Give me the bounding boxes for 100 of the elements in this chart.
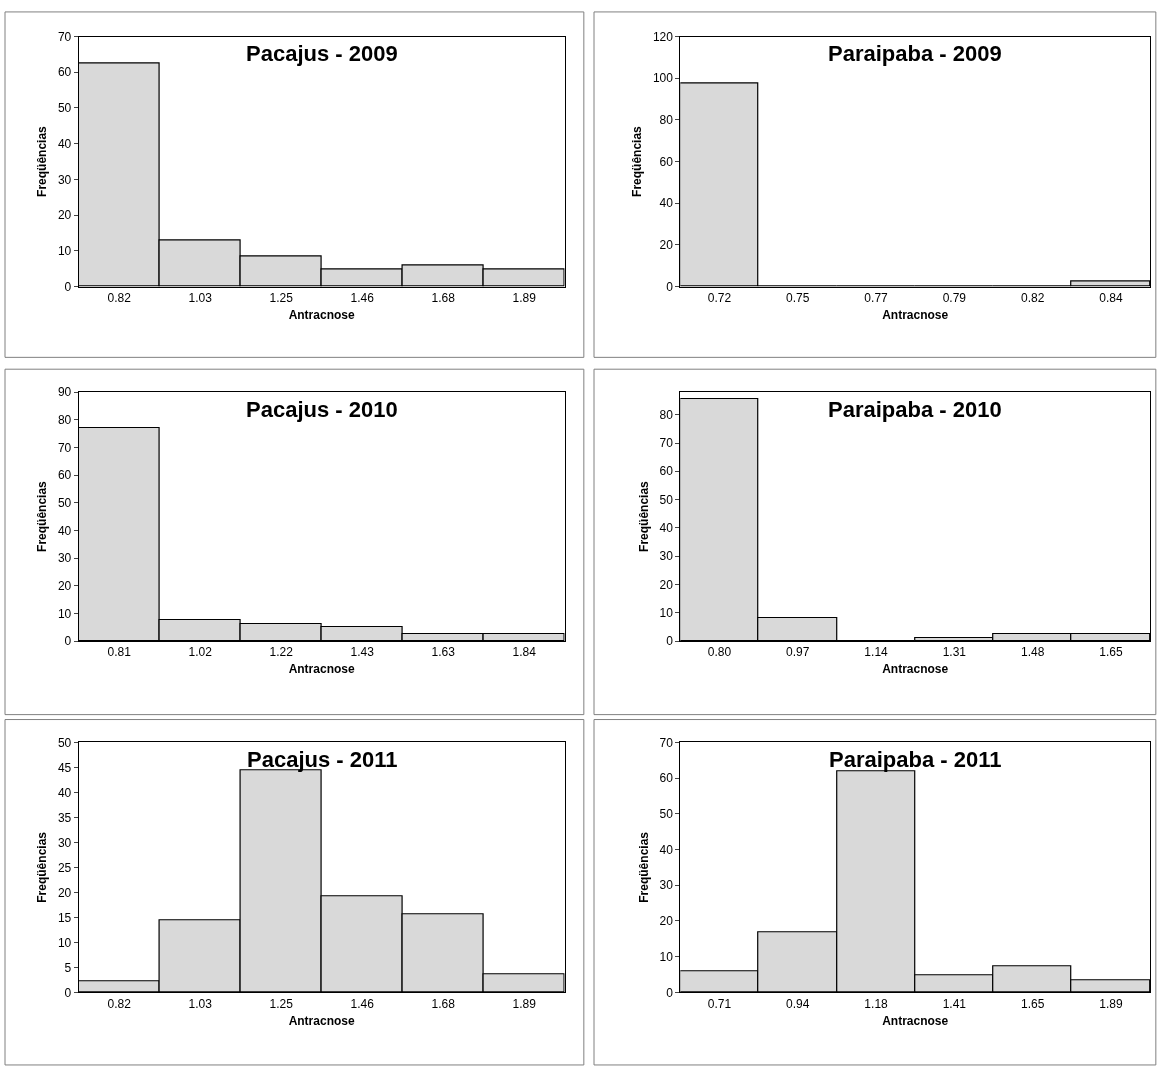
- y-tick-label: 60: [659, 464, 674, 479]
- y-axis-title: Freqüências: [35, 480, 50, 552]
- y-tick-label: 50: [57, 101, 72, 116]
- y-tick-label: 30: [659, 549, 674, 564]
- x-tick-label: 1.89: [512, 290, 537, 305]
- y-tick-label: 30: [57, 551, 72, 566]
- x-tick-label: 0.82: [107, 290, 132, 305]
- y-tick-label: 20: [659, 914, 674, 929]
- y-tick-label: 40: [659, 196, 674, 211]
- y-tick-label: 0: [64, 985, 72, 1000]
- chart-title: Pacajus - 2009: [246, 41, 398, 66]
- y-tick-label: 10: [57, 244, 72, 259]
- x-tick-label: 1.65: [1099, 645, 1123, 660]
- y-tick-label: 90: [57, 385, 72, 400]
- y-tick-label: 50: [659, 492, 674, 507]
- x-tick-label: 1.48: [1020, 645, 1045, 660]
- y-tick-label: 30: [57, 835, 72, 850]
- y-tick-label: 0: [64, 279, 72, 294]
- x-tick-label: 1.41: [942, 996, 967, 1011]
- x-tick-label: 1.63: [431, 645, 456, 660]
- y-tick-label: 80: [659, 407, 674, 422]
- x-tick-label: 1.02: [188, 645, 213, 660]
- x-tick-label: 1.89: [1099, 996, 1123, 1011]
- y-tick-label: 60: [659, 771, 674, 786]
- y-axis-title: Freqüências: [636, 480, 651, 552]
- x-tick-label: 1.14: [864, 645, 889, 660]
- y-axis-title: Freqüências: [636, 831, 651, 903]
- y-tick-label: 0: [64, 634, 72, 649]
- x-tick-label: 1.31: [942, 645, 967, 660]
- x-tick-label: 0.80: [707, 645, 732, 660]
- y-tick-label: 20: [659, 577, 674, 592]
- y-tick-label: 60: [57, 468, 72, 483]
- x-axis-title: Antracnose: [882, 307, 949, 322]
- y-tick-label: 5: [64, 960, 72, 975]
- y-tick-label: 40: [659, 842, 674, 857]
- y-tick-label: 0: [666, 279, 674, 294]
- y-tick-label: 120: [652, 29, 674, 44]
- y-tick-label: 35: [57, 810, 72, 825]
- x-tick-label: 0.75: [786, 290, 810, 305]
- y-tick-label: 50: [659, 806, 674, 821]
- y-tick-label: 30: [659, 878, 674, 893]
- y-tick-label: 10: [57, 935, 72, 950]
- y-tick-label: 60: [57, 65, 72, 80]
- y-tick-label: 10: [57, 606, 72, 621]
- y-tick-label: 0: [666, 985, 674, 1000]
- y-tick-label: 20: [57, 885, 72, 900]
- x-tick-label: 1.46: [350, 996, 375, 1011]
- x-tick-label: 1.68: [431, 996, 456, 1011]
- y-tick-label: 70: [659, 436, 674, 451]
- y-tick-label: 10: [659, 949, 674, 964]
- y-tick-label: 40: [57, 523, 72, 538]
- chart-title: Pacajus - 2010: [246, 397, 398, 422]
- x-tick-label: 0.82: [1020, 290, 1045, 305]
- y-tick-label: 70: [57, 440, 72, 455]
- y-tick-label: 15: [57, 910, 72, 925]
- x-tick-label: 0.71: [707, 996, 732, 1011]
- x-tick-label: 1.68: [431, 290, 456, 305]
- y-axis-title: Freqüências: [35, 125, 50, 197]
- x-axis-title: Antracnose: [288, 307, 355, 322]
- y-tick-label: 50: [57, 495, 72, 510]
- y-tick-label: 20: [57, 208, 72, 223]
- x-tick-label: 0.97: [786, 645, 810, 660]
- x-tick-label: 1.43: [350, 645, 375, 660]
- x-tick-label: 1.18: [864, 996, 889, 1011]
- y-tick-label: 40: [57, 785, 72, 800]
- y-tick-label: 30: [57, 172, 72, 187]
- y-tick-label: 45: [57, 760, 72, 775]
- chart-title: Pacajus - 2011: [247, 747, 398, 772]
- x-tick-label: 1.03: [188, 290, 213, 305]
- x-axis-title: Antracnose: [882, 1013, 949, 1028]
- y-tick-label: 20: [57, 578, 72, 593]
- x-tick-label: 1.65: [1020, 996, 1045, 1011]
- x-axis-title: Antracnose: [882, 662, 949, 677]
- y-tick-label: 60: [659, 154, 674, 169]
- chart-title: Paraipaba - 2010: [828, 397, 1002, 422]
- x-tick-label: 0.72: [707, 290, 732, 305]
- x-tick-label: 1.46: [350, 290, 375, 305]
- y-tick-label: 0: [666, 634, 674, 649]
- x-tick-label: 1.89: [512, 996, 537, 1011]
- y-tick-label: 10: [659, 605, 674, 620]
- x-tick-label: 1.25: [269, 290, 294, 305]
- x-tick-label: 1.84: [512, 645, 537, 660]
- y-tick-label: 100: [652, 71, 674, 86]
- y-tick-label: 70: [659, 735, 674, 750]
- y-tick-label: 80: [659, 113, 674, 128]
- y-tick-label: 70: [57, 29, 72, 44]
- x-tick-label: 0.82: [107, 996, 132, 1011]
- x-tick-label: 1.25: [269, 996, 294, 1011]
- y-axis-title: Freqüências: [630, 125, 645, 197]
- x-tick-label: 0.81: [107, 645, 132, 660]
- y-tick-label: 40: [659, 521, 674, 536]
- y-tick-label: 50: [57, 735, 72, 750]
- x-tick-label: 0.77: [864, 290, 889, 305]
- y-tick-label: 40: [57, 136, 72, 151]
- y-tick-label: 80: [57, 412, 72, 427]
- chart-title: Paraipaba - 2009: [828, 41, 1002, 66]
- x-tick-label: 0.94: [786, 996, 810, 1011]
- chart-title: Paraipaba - 2011: [829, 747, 1002, 772]
- y-axis-title: Freqüências: [35, 831, 50, 903]
- x-tick-label: 1.22: [269, 645, 294, 660]
